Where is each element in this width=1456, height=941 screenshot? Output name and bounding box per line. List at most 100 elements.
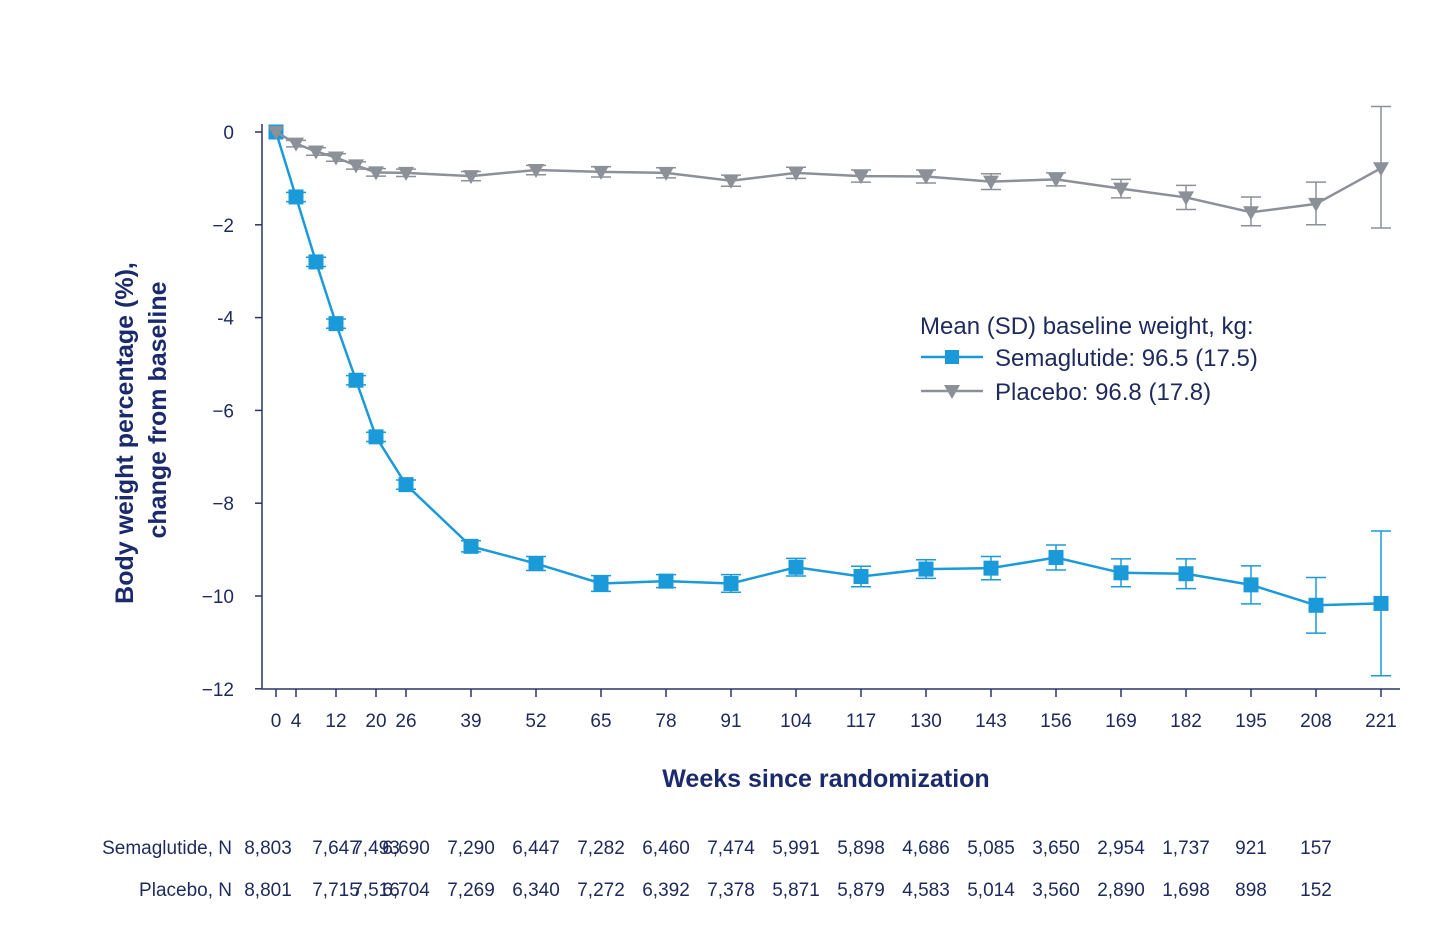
n-row-label-semaglutide: Semaglutide, N [102, 838, 232, 859]
n-at-risk-value: 8,801 [244, 880, 292, 901]
data-point [1113, 565, 1129, 581]
n-at-risk-value: 7,269 [447, 880, 495, 901]
legend-semaglutide-marker [945, 350, 959, 364]
data-point [463, 170, 479, 185]
data-point [368, 166, 384, 181]
data-point [528, 164, 544, 179]
n-at-risk-value: 1,737 [1162, 838, 1210, 859]
n-at-risk-value: 7,647 [312, 838, 360, 859]
n-at-risk-value: 6,392 [642, 880, 690, 901]
n-at-risk-value: 4,583 [902, 880, 950, 901]
n-at-risk-value: 1,698 [1162, 880, 1210, 901]
x-tick-label: 26 [395, 711, 416, 732]
legend-title: Mean (SD) baseline weight, kg: [920, 313, 1254, 340]
n-at-risk-value: 6,447 [512, 838, 560, 859]
data-point [328, 316, 344, 332]
n-at-risk-value: 7,715 [312, 880, 360, 901]
legend-placebo-label: Placebo: 96.8 (17.8) [995, 379, 1211, 406]
y-tick-label: −8 [212, 494, 234, 515]
data-point [593, 575, 609, 591]
series-placebo [268, 105, 1391, 229]
series-semaglutide [268, 124, 1391, 677]
data-point [398, 166, 414, 181]
data-point [1308, 197, 1324, 212]
x-tick-label: 39 [460, 711, 481, 732]
n-at-risk-value: 898 [1235, 880, 1267, 901]
n-at-risk-value: 157 [1300, 838, 1332, 859]
data-point [593, 165, 609, 180]
x-tick-label: 0 [271, 711, 282, 732]
data-point [1243, 206, 1259, 221]
data-point [463, 538, 479, 554]
data-point [788, 559, 804, 575]
data-point [348, 372, 364, 388]
data-point [268, 126, 284, 140]
n-at-risk-value: 6,704 [382, 880, 430, 901]
x-tick-label: 195 [1235, 711, 1267, 732]
n-at-risk-value: 7,272 [577, 880, 625, 901]
data-point [1178, 191, 1194, 206]
data-point [1373, 595, 1389, 611]
series-layer [268, 105, 1391, 677]
x-tick-label: 156 [1040, 711, 1072, 732]
x-tick-label: 4 [291, 711, 302, 732]
x-axis-label: Weeks since randomization [662, 765, 989, 793]
data-point [1113, 182, 1129, 197]
y-tick-label: 0 [223, 123, 234, 144]
n-at-risk-value: 5,991 [772, 838, 820, 859]
y-axis-ticks: 0 −2 -4 −6 −8 −10 −12 [202, 123, 262, 701]
data-point [1178, 566, 1194, 582]
data-point [398, 477, 414, 493]
x-tick-label: 208 [1300, 711, 1332, 732]
data-point [288, 137, 304, 152]
n-at-risk-value: 7,282 [577, 838, 625, 859]
data-point [723, 174, 739, 189]
data-point [1308, 597, 1324, 613]
x-tick-label: 12 [325, 711, 346, 732]
n-at-risk-value: 7,493 [352, 838, 400, 859]
data-point [1373, 162, 1389, 177]
data-point [288, 189, 304, 205]
n-at-risk-value: 6,340 [512, 880, 560, 901]
series-line [275, 130, 1382, 214]
x-axis-ticks: 0 4 12 20 26 39 52 65 78 91 104 117 130 143 156 169 182 1… [271, 689, 1397, 732]
n-at-risk-value: 5,871 [772, 880, 820, 901]
n-row-label-placebo: Placebo, N [139, 880, 232, 901]
x-tick-label: 143 [975, 711, 1007, 732]
n-at-risk-value: 5,014 [967, 880, 1015, 901]
data-point [853, 569, 869, 585]
y-tick-label: -4 [217, 309, 234, 330]
n-at-risk-value: 5,085 [967, 838, 1015, 859]
x-tick-label: 91 [720, 711, 741, 732]
series-line [274, 131, 1382, 607]
axes [261, 124, 1400, 690]
legend: Mean (SD) baseline weight, kg: Semagluti… [920, 313, 1258, 406]
y-tick-label: −12 [202, 680, 234, 701]
n-at-risk-value: 7,516 [352, 880, 400, 901]
data-point [918, 561, 934, 577]
n-at-risk-value: 7,378 [707, 880, 755, 901]
y-tick-label: −6 [212, 401, 234, 422]
data-point [368, 429, 384, 445]
y-tick-label: −10 [202, 587, 234, 608]
n-at-risk-table: Semaglutide, N Placebo, N 8,803 7,6477,49… [102, 838, 1332, 901]
data-point [853, 170, 869, 185]
data-point [983, 175, 999, 190]
data-point [788, 166, 804, 181]
data-point [308, 254, 324, 270]
n-at-risk-value: 5,879 [837, 880, 885, 901]
data-point [348, 159, 364, 174]
n-at-risk-value: 2,890 [1097, 880, 1145, 901]
n-at-risk-value: 6,460 [642, 838, 690, 859]
legend-placebo-marker [944, 385, 960, 399]
data-point [658, 573, 674, 589]
y-axis-label-line2: change from baseline [144, 281, 172, 538]
legend-semaglutide-label: Semaglutide: 96.5 (17.5) [995, 345, 1258, 372]
data-point [308, 145, 324, 160]
x-tick-label: 20 [365, 711, 386, 732]
x-tick-label: 65 [590, 711, 611, 732]
n-at-risk-value: 921 [1235, 838, 1267, 859]
n-at-risk-value: 5,898 [837, 838, 885, 859]
